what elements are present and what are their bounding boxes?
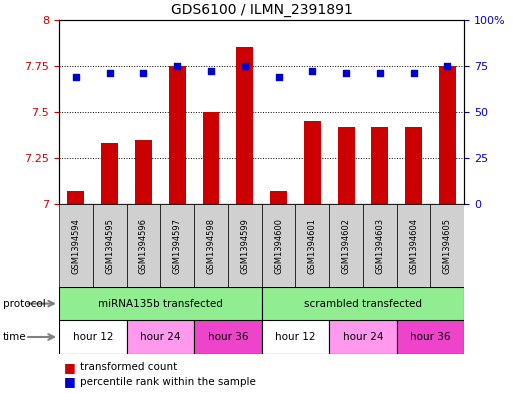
Bar	[67, 191, 84, 204]
Text: hour 24: hour 24	[343, 332, 383, 342]
Bar	[203, 112, 220, 204]
Bar	[194, 320, 262, 354]
Text: protocol: protocol	[3, 299, 45, 309]
Text: GSM1394602: GSM1394602	[342, 218, 350, 274]
Bar	[371, 127, 388, 204]
Point	[140, 70, 148, 76]
Point	[207, 68, 215, 75]
Text: GSM1394599: GSM1394599	[240, 218, 249, 274]
Point	[72, 74, 80, 80]
Text: GSM1394600: GSM1394600	[274, 218, 283, 274]
Bar	[338, 127, 354, 204]
Bar	[397, 320, 464, 354]
Bar	[59, 204, 93, 287]
Bar	[59, 287, 262, 320]
Text: ■: ■	[64, 361, 76, 374]
Bar	[135, 140, 152, 204]
Text: scrambled transfected: scrambled transfected	[304, 299, 422, 309]
Bar	[262, 320, 329, 354]
Text: GSM1394605: GSM1394605	[443, 218, 452, 274]
Bar	[270, 191, 287, 204]
Bar	[236, 48, 253, 204]
Bar	[439, 66, 456, 204]
Text: hour 36: hour 36	[208, 332, 248, 342]
Point	[173, 63, 181, 69]
Text: GSM1394604: GSM1394604	[409, 218, 418, 274]
Bar	[430, 204, 464, 287]
Bar	[262, 287, 464, 320]
Text: time: time	[3, 332, 26, 342]
Text: ■: ■	[64, 375, 76, 389]
Text: GSM1394601: GSM1394601	[308, 218, 317, 274]
Bar	[363, 204, 397, 287]
Text: hour 36: hour 36	[410, 332, 451, 342]
Text: hour 24: hour 24	[140, 332, 181, 342]
Text: GSM1394596: GSM1394596	[139, 218, 148, 274]
Point	[342, 70, 350, 76]
Title: GDS6100 / ILMN_2391891: GDS6100 / ILMN_2391891	[171, 3, 352, 17]
Point	[241, 63, 249, 69]
Text: percentile rank within the sample: percentile rank within the sample	[80, 377, 255, 387]
Bar	[127, 320, 194, 354]
Text: hour 12: hour 12	[72, 332, 113, 342]
Bar	[228, 204, 262, 287]
Point	[376, 70, 384, 76]
Text: miRNA135b transfected: miRNA135b transfected	[98, 299, 223, 309]
Bar	[295, 204, 329, 287]
Bar	[329, 320, 397, 354]
Point	[308, 68, 317, 75]
Text: transformed count: transformed count	[80, 362, 177, 373]
Bar	[397, 204, 430, 287]
Bar	[329, 204, 363, 287]
Text: GSM1394598: GSM1394598	[206, 218, 215, 274]
Bar	[262, 204, 295, 287]
Bar	[194, 204, 228, 287]
Point	[443, 63, 451, 69]
Bar	[101, 143, 118, 204]
Bar	[160, 204, 194, 287]
Text: GSM1394595: GSM1394595	[105, 218, 114, 274]
Bar	[59, 320, 127, 354]
Point	[409, 70, 418, 76]
Point	[274, 74, 283, 80]
Bar	[169, 66, 186, 204]
Text: GSM1394603: GSM1394603	[376, 218, 384, 274]
Text: GSM1394597: GSM1394597	[173, 218, 182, 274]
Bar	[405, 127, 422, 204]
Text: hour 12: hour 12	[275, 332, 315, 342]
Text: GSM1394594: GSM1394594	[71, 218, 81, 274]
Bar	[127, 204, 160, 287]
Bar	[304, 121, 321, 204]
Bar	[93, 204, 127, 287]
Point	[106, 70, 114, 76]
